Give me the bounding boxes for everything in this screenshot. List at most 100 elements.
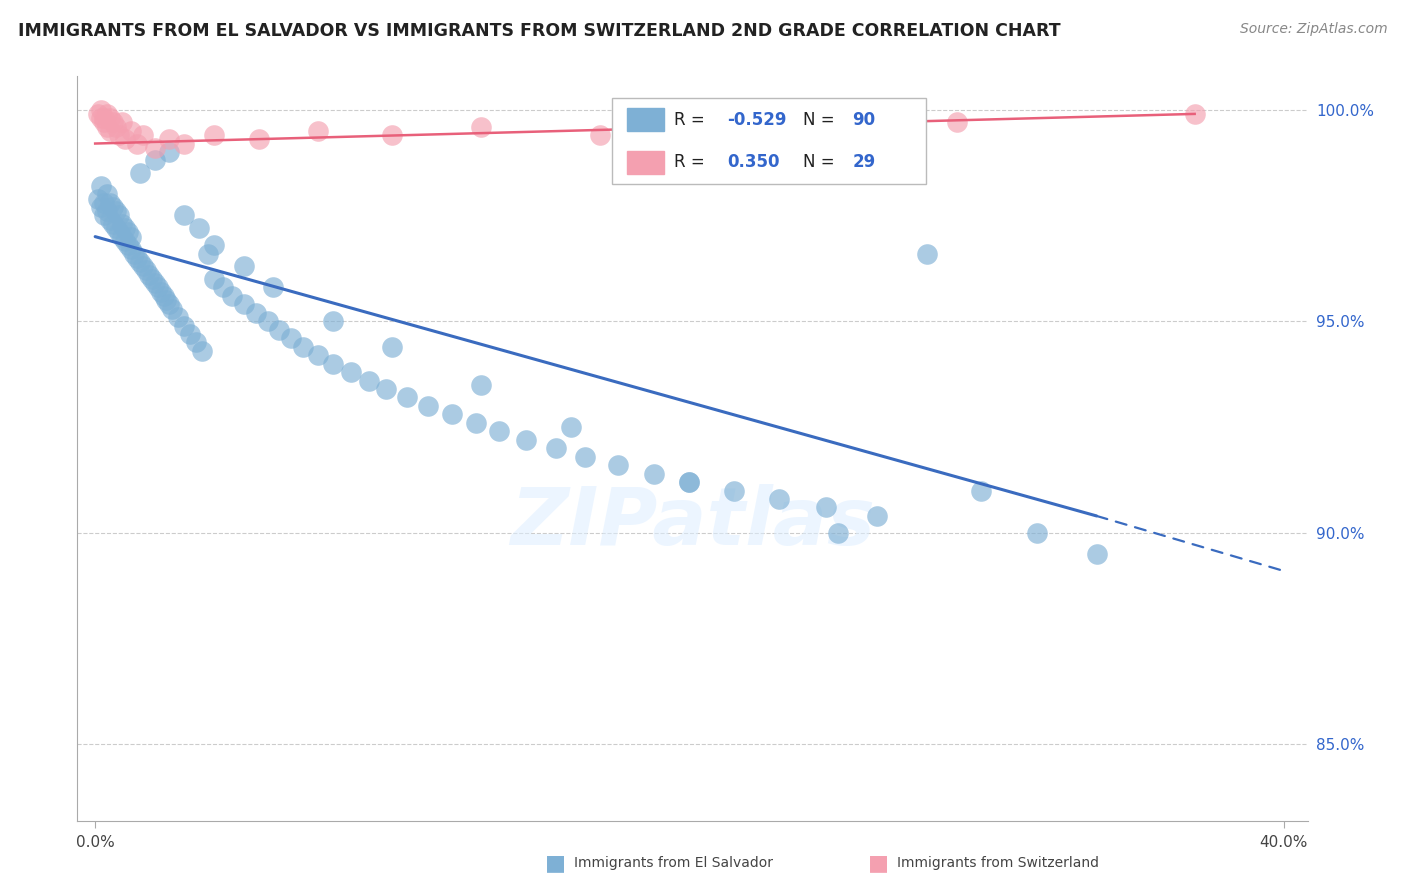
Point xyxy=(678,475,700,489)
Point xyxy=(159,297,181,311)
Point xyxy=(866,508,889,523)
Point xyxy=(117,226,139,240)
Point xyxy=(381,128,404,142)
Point xyxy=(488,425,510,439)
Point xyxy=(96,204,118,219)
Point xyxy=(515,433,537,447)
Point xyxy=(1026,525,1049,540)
Point xyxy=(101,217,124,231)
Point xyxy=(197,246,219,260)
Text: ■: ■ xyxy=(546,854,565,873)
Point xyxy=(188,221,211,235)
Point xyxy=(470,377,492,392)
Bar xyxy=(627,108,664,131)
Point xyxy=(307,348,329,362)
Point xyxy=(357,374,380,388)
Point xyxy=(1085,547,1108,561)
Point xyxy=(827,525,849,540)
Point xyxy=(98,111,121,125)
Point xyxy=(143,276,166,290)
Point xyxy=(90,111,112,125)
Point xyxy=(146,280,169,294)
Point xyxy=(307,124,329,138)
Point xyxy=(93,115,115,129)
Point xyxy=(768,491,790,506)
Point xyxy=(108,226,131,240)
Point xyxy=(108,128,131,142)
Point xyxy=(738,120,761,134)
Point xyxy=(108,209,131,223)
Point xyxy=(607,458,630,472)
Point xyxy=(87,192,110,206)
Point xyxy=(280,331,302,345)
Point xyxy=(191,343,214,358)
Point xyxy=(212,280,235,294)
Point xyxy=(470,120,492,134)
Point xyxy=(292,340,315,354)
Point xyxy=(96,120,118,134)
Point xyxy=(464,416,486,430)
Point xyxy=(104,120,127,134)
Text: Source: ZipAtlas.com: Source: ZipAtlas.com xyxy=(1240,22,1388,37)
Point xyxy=(970,483,993,498)
Point xyxy=(138,268,160,282)
Point xyxy=(104,221,127,235)
Point xyxy=(322,357,344,371)
Point xyxy=(815,500,838,515)
Point xyxy=(544,441,567,455)
Text: 29: 29 xyxy=(852,153,876,171)
Point xyxy=(162,301,184,316)
Point xyxy=(135,263,157,277)
Point xyxy=(946,115,969,129)
Point xyxy=(232,297,254,311)
Point xyxy=(269,323,291,337)
Point xyxy=(120,243,142,257)
Point xyxy=(96,107,118,121)
Point xyxy=(247,132,270,146)
Point xyxy=(416,399,439,413)
Point xyxy=(159,145,181,159)
Point xyxy=(245,306,267,320)
Point xyxy=(143,153,166,168)
Text: 0.350: 0.350 xyxy=(727,153,779,171)
Text: -0.529: -0.529 xyxy=(727,111,786,128)
Point xyxy=(87,107,110,121)
Point xyxy=(381,340,404,354)
Point xyxy=(339,365,361,379)
Point xyxy=(128,255,150,269)
Text: ■: ■ xyxy=(869,854,889,873)
Point xyxy=(1184,107,1206,121)
Point xyxy=(114,221,136,235)
Point xyxy=(120,229,142,244)
Point xyxy=(114,132,136,146)
Point xyxy=(131,128,153,142)
Point xyxy=(93,111,115,125)
Point xyxy=(221,289,243,303)
Point xyxy=(96,187,118,202)
Point xyxy=(122,246,145,260)
Point xyxy=(202,238,225,252)
Point xyxy=(111,229,134,244)
Point xyxy=(256,314,278,328)
Point xyxy=(589,128,612,142)
Point xyxy=(149,285,172,299)
Text: Immigrants from Switzerland: Immigrants from Switzerland xyxy=(897,856,1099,871)
Point xyxy=(98,212,121,227)
Point xyxy=(101,200,124,214)
Point xyxy=(574,450,596,464)
Point xyxy=(159,132,181,146)
Text: IMMIGRANTS FROM EL SALVADOR VS IMMIGRANTS FROM SWITZERLAND 2ND GRADE CORRELATION: IMMIGRANTS FROM EL SALVADOR VS IMMIGRANT… xyxy=(18,22,1062,40)
Point xyxy=(723,483,745,498)
Point xyxy=(155,293,177,307)
Point xyxy=(93,209,115,223)
Point xyxy=(186,335,208,350)
Point xyxy=(120,124,142,138)
Point xyxy=(375,382,398,396)
Point xyxy=(98,195,121,210)
Text: 90: 90 xyxy=(852,111,876,128)
Point xyxy=(678,475,700,489)
Point xyxy=(90,103,112,117)
Text: N =: N = xyxy=(803,153,839,171)
Point xyxy=(93,195,115,210)
Point xyxy=(141,272,163,286)
